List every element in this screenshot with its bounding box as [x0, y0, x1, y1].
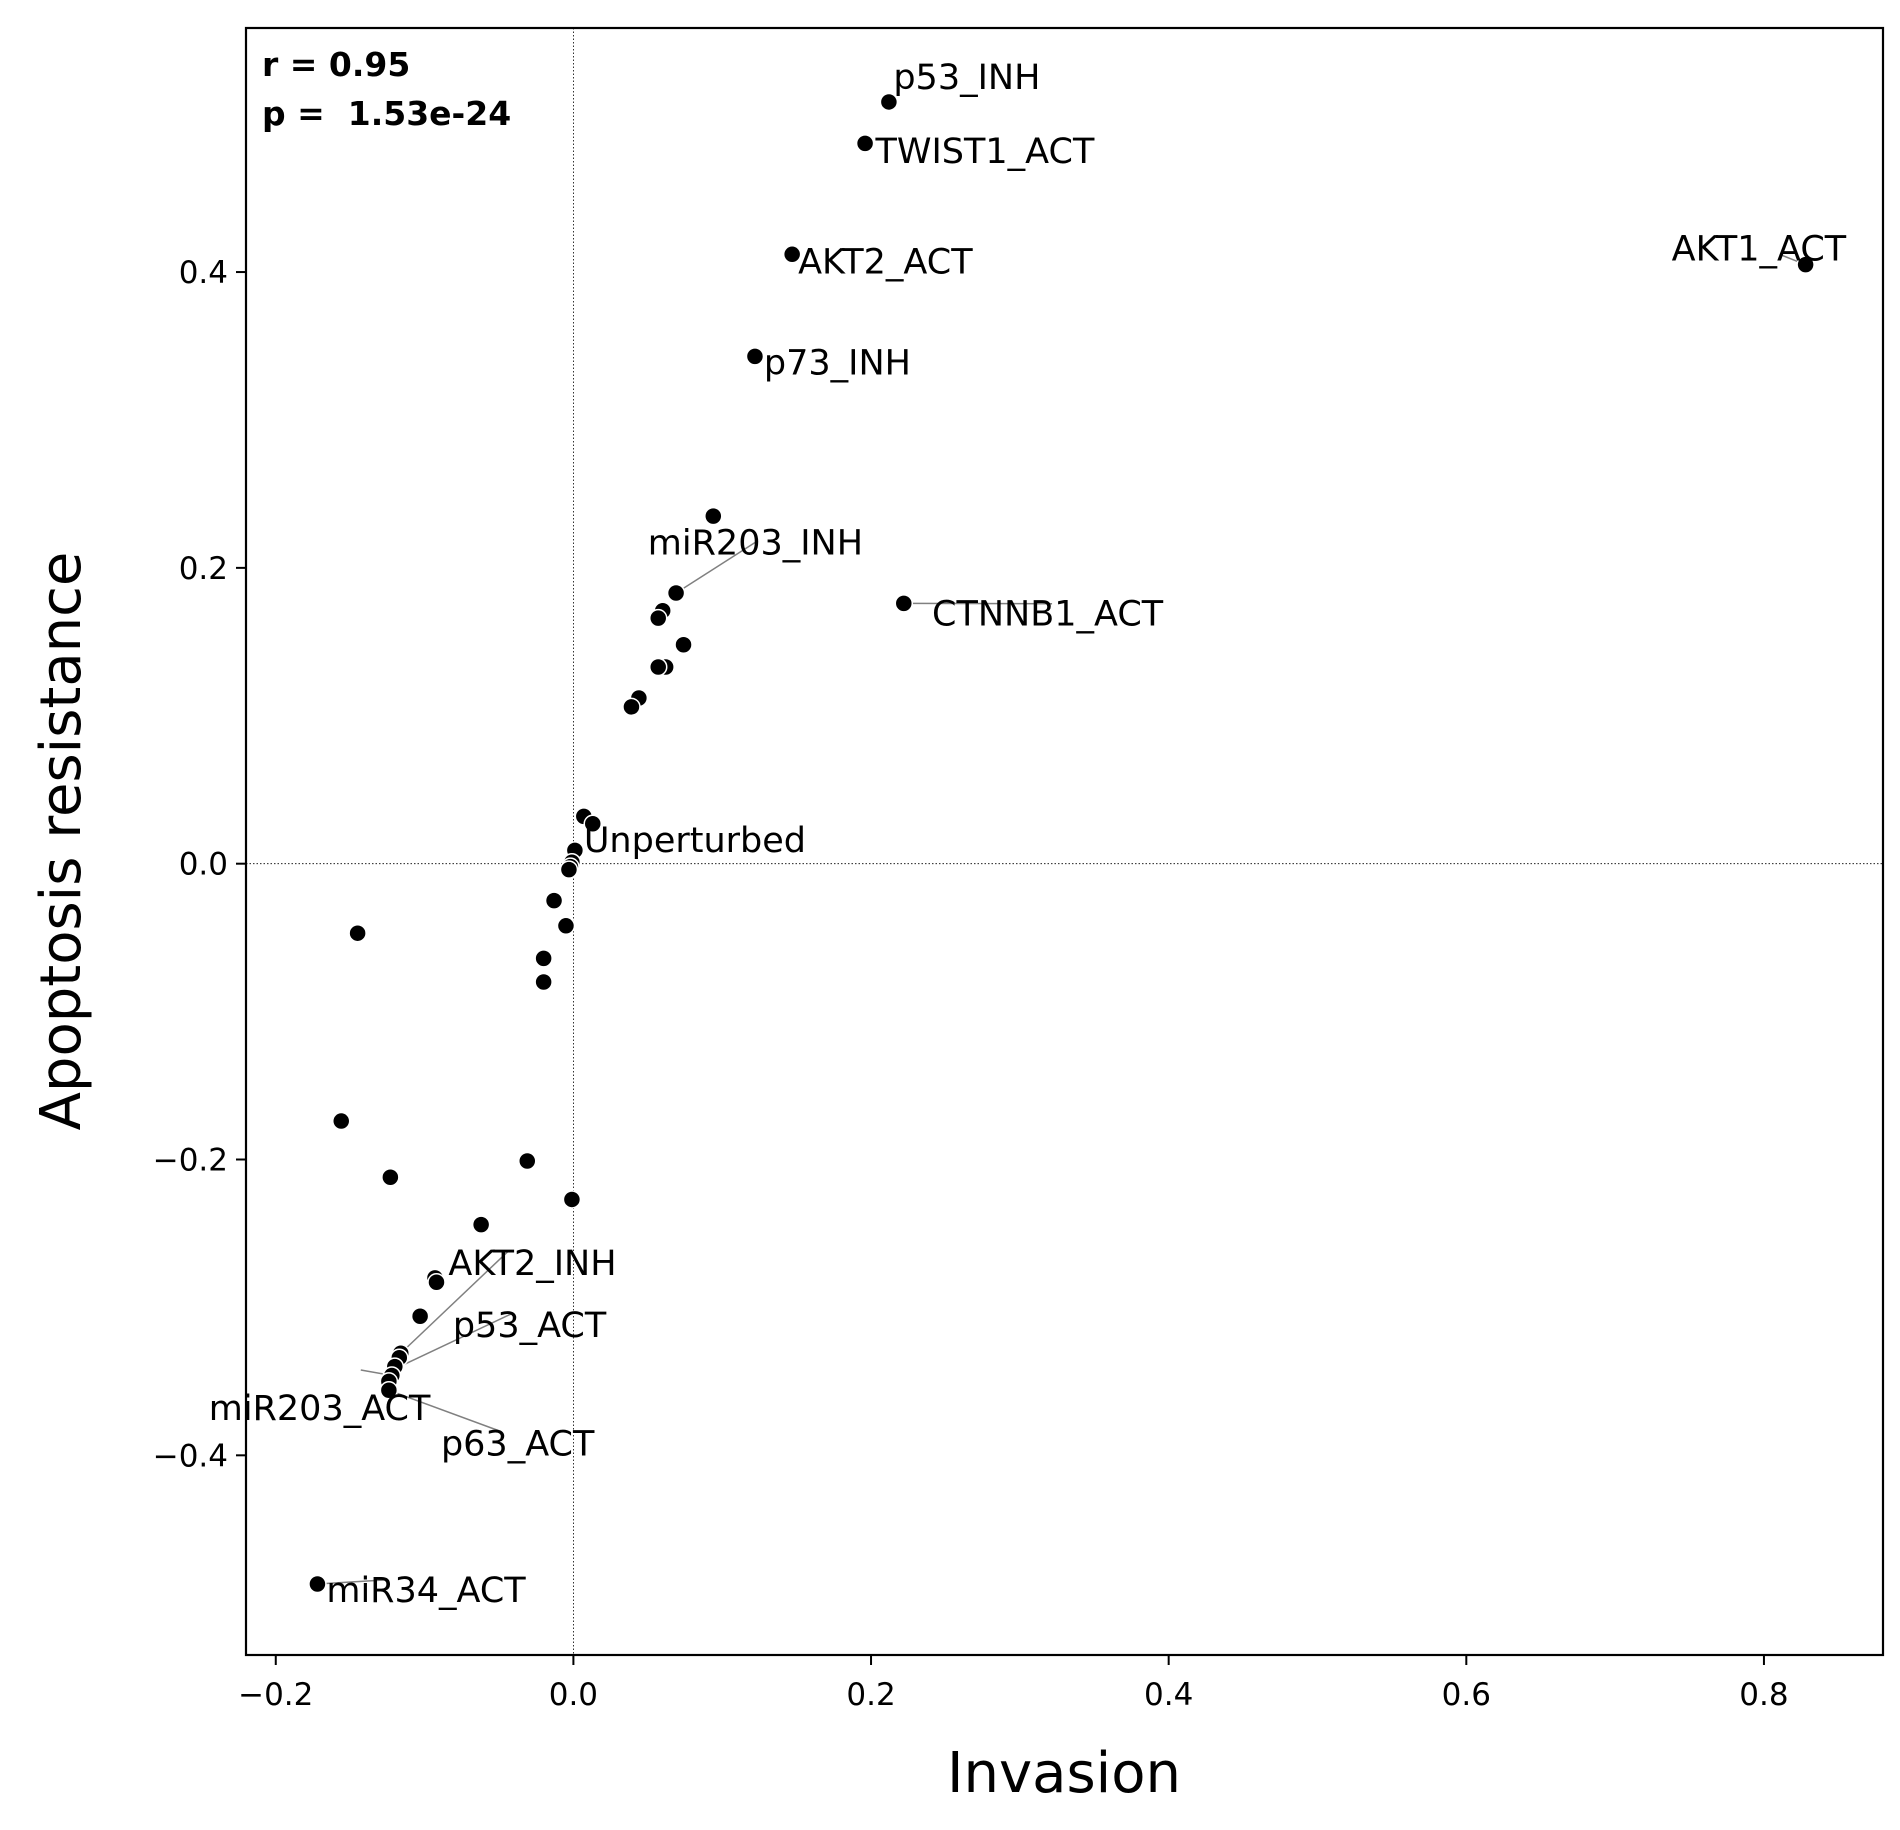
annotation-leader-line — [317, 1579, 387, 1585]
data-point — [666, 583, 686, 603]
data-points — [308, 92, 1815, 1594]
point-annotation-label: AKT1_ACT — [1672, 229, 1847, 269]
data-point — [556, 916, 576, 936]
data-point — [471, 1215, 491, 1234]
x-axis-ticks: −0.2 0.0 0.2 0.4 0.6 0.8 — [238, 1655, 1789, 1713]
data-point — [308, 1574, 327, 1594]
annotation-leader-line — [393, 1312, 514, 1371]
x-tick-label: 0.2 — [846, 1677, 895, 1713]
x-axis-label: Invasion — [947, 1741, 1181, 1806]
point-annotation-label: miR203_INH — [648, 524, 863, 564]
x-tick-label: −0.2 — [238, 1677, 313, 1713]
y-tick-label: −0.2 — [153, 1143, 228, 1179]
plot-area — [246, 28, 1883, 1655]
x-tick-label: 0.6 — [1442, 1677, 1491, 1713]
x-tick-label: 0.0 — [549, 1677, 598, 1713]
data-point — [410, 1307, 430, 1326]
data-point — [855, 134, 875, 153]
data-point — [879, 92, 899, 112]
x-tick-label: 0.8 — [1739, 1677, 1788, 1713]
point-annotation-label: miR203_ACT — [209, 1389, 431, 1429]
annotation-leader-lines — [317, 253, 1806, 1585]
point-annotation-label: Unperturbed — [584, 821, 806, 861]
data-point — [1796, 255, 1815, 274]
data-point — [648, 657, 668, 677]
data-point — [674, 635, 693, 655]
point-annotation-label: p53_ACT — [453, 1306, 607, 1346]
point-annotation-label: AKT2_ACT — [798, 243, 973, 283]
y-axis-label: Apoptosis resistance — [29, 552, 94, 1131]
data-point — [379, 1380, 399, 1400]
data-point — [534, 972, 553, 992]
data-point — [562, 1190, 582, 1209]
data-point — [583, 814, 602, 834]
y-tick-label: −0.4 — [153, 1438, 228, 1474]
point-annotation-label: CTNNB1_ACT — [932, 595, 1164, 635]
data-point — [704, 506, 723, 526]
plot-frame — [244, 26, 1885, 1657]
stats-p-text: p = 1.53e-24 — [262, 94, 511, 133]
annotation-leader-line — [388, 1389, 502, 1433]
point-annotation-label: miR34_ACT — [326, 1571, 526, 1611]
data-point — [381, 1168, 400, 1187]
data-point — [894, 594, 914, 613]
data-point — [427, 1273, 446, 1292]
point-annotation-label: TWIST1_ACT — [875, 132, 1095, 172]
data-point — [559, 860, 579, 879]
y-tick-label: 0.4 — [179, 255, 228, 291]
annotation-leader-line — [400, 1250, 509, 1354]
data-point — [331, 1111, 351, 1131]
data-point — [745, 347, 765, 366]
y-axis-ticks: −0.4 −0.2 0.0 0.2 0.4 — [153, 255, 246, 1474]
x-tick-label: 0.4 — [1144, 1677, 1193, 1713]
annotation-leader-line — [675, 540, 759, 594]
y-tick-label: 0.2 — [179, 551, 228, 587]
point-annotation-label: p73_INH — [764, 343, 911, 383]
point-annotation-label: p63_ACT — [441, 1424, 595, 1464]
data-point — [648, 608, 668, 628]
data-point — [622, 697, 641, 717]
data-point — [544, 891, 564, 910]
data-point — [518, 1151, 537, 1171]
data-point — [534, 949, 553, 968]
point-annotations: p53_INH TWIST1_ACT AKT1_ACT AKT2_ACT p73_INH… — [209, 58, 1847, 1611]
y-tick-label: 0.0 — [179, 847, 228, 883]
stats-r-text: r = 0.95 — [262, 45, 410, 84]
data-point — [782, 245, 802, 264]
point-annotation-label: p53_INH — [893, 58, 1040, 98]
data-point — [348, 923, 367, 943]
point-annotation-label: AKT2_INH — [448, 1244, 616, 1284]
